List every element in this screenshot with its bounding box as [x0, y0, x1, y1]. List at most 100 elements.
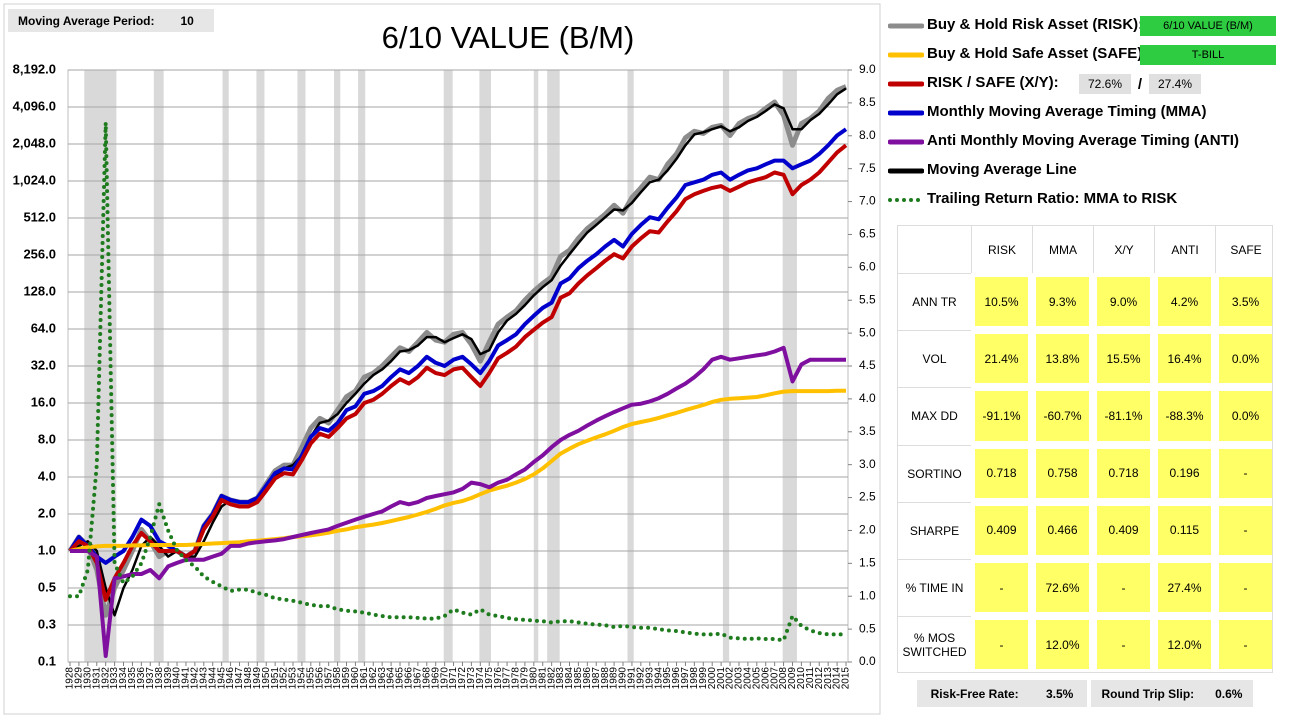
- safe-asset-box[interactable]: T-BILL: [1140, 45, 1276, 65]
- x-tick-label: 1981: [537, 667, 548, 690]
- stat-cell: -: [975, 563, 1028, 613]
- stat-cell: 3.5%: [1219, 277, 1272, 327]
- y2-tick-label: 7.5: [859, 161, 876, 175]
- y-tick-label: 1.0: [38, 542, 56, 557]
- x-tick-label: 1976: [493, 667, 504, 690]
- x-tick-label: 1971: [448, 667, 459, 690]
- x-tick-label: 1960: [350, 667, 361, 690]
- chart: 6/10 VALUE (B/M) 0.1 0.3 0.5 1.0 2.0 4.0 8.0 16…: [3, 3, 881, 715]
- x-tick-label: 1934: [118, 667, 129, 690]
- y2-tick-label: 6.0: [859, 260, 876, 274]
- y-tick-label: 0.1: [38, 653, 56, 668]
- stat-cell: 0.466: [1036, 505, 1089, 555]
- x-tick-label: 1975: [484, 667, 495, 690]
- y-tick-label: 256.0: [23, 246, 56, 261]
- x-tick-label: 1994: [653, 667, 664, 690]
- x-tick-label: 1972: [457, 667, 468, 690]
- row-label: % TIME IN: [898, 559, 971, 616]
- x-tick-label: 1930: [82, 667, 93, 690]
- x-tick-label: 1992: [635, 667, 646, 690]
- legend-swatch: [888, 81, 924, 87]
- x-tick-label: 1984: [564, 667, 575, 690]
- risk-asset-box[interactable]: 6/10 VALUE (B/M): [1140, 16, 1276, 36]
- series-line: [68, 120, 848, 643]
- x-tick-label: 1938: [154, 667, 165, 690]
- x-tick-label: 1936: [136, 667, 147, 690]
- y-tick-label: 8.0: [38, 431, 56, 446]
- legend-swatch: [888, 198, 924, 202]
- x-tick-label: 2008: [778, 667, 789, 690]
- x-tick-label: 1982: [546, 667, 557, 690]
- stat-cell: -: [1219, 448, 1272, 498]
- risk-weight-box[interactable]: 72.6%: [1079, 74, 1131, 94]
- y-tick-label: 4,096.0: [13, 98, 56, 113]
- legend-label: RISK / SAFE (X/Y):: [927, 74, 1059, 91]
- x-tick-label: 1980: [528, 667, 539, 690]
- rf-value: 3.5%: [1045, 686, 1074, 701]
- series-line: [69, 87, 847, 617]
- y2-tick-label: 9.0: [859, 62, 876, 76]
- y2-tick-label: 4.0: [859, 391, 876, 405]
- x-tick-label: 1978: [511, 667, 522, 690]
- stat-cell: 0.758: [1036, 448, 1089, 498]
- y2-tick-label: 1.5: [859, 556, 876, 570]
- rf-label: Risk-Free Rate:: [930, 686, 1019, 701]
- x-tick-label: 1953: [288, 667, 299, 690]
- y2-tick-label: 0.5: [859, 621, 876, 635]
- x-tick-label: 1931: [91, 667, 102, 690]
- stat-cell: -: [1219, 620, 1272, 670]
- x-tick-label: 2011: [805, 667, 816, 689]
- y2-tick-label: 5.5: [859, 292, 876, 306]
- x-tick-label: 1983: [555, 667, 566, 690]
- stat-cell: -60.7%: [1036, 391, 1089, 441]
- x-tick-label: 2013: [823, 667, 834, 690]
- legend-label: Buy & Hold Risk Asset (RISK):: [927, 16, 1144, 33]
- y2-tick-label: 0.0: [859, 654, 876, 668]
- x-tick-label: 1996: [671, 667, 682, 690]
- x-tick-label: 1952: [279, 667, 290, 690]
- x-tick-label: 2007: [769, 667, 780, 690]
- column-header: ANTI: [1154, 226, 1215, 273]
- x-tick-label: 1999: [698, 667, 709, 690]
- x-tick-label: 1961: [359, 667, 370, 690]
- x-tick-label: 1940: [172, 667, 183, 690]
- x-tick-label: 1946: [225, 667, 236, 690]
- x-tick-label: 2010: [796, 667, 807, 690]
- x-tick-label: 1962: [368, 667, 379, 690]
- x-tick-label: 1966: [404, 667, 415, 690]
- row-label: % MOS SWITCHED: [898, 616, 971, 673]
- stat-cell: -: [1097, 620, 1150, 670]
- stat-cell: 0.409: [1097, 505, 1150, 555]
- stat-cell: 0.718: [1097, 448, 1150, 498]
- x-tick-label: 1937: [145, 667, 156, 690]
- legend-label: Buy & Hold Safe Asset (SAFE):: [927, 45, 1148, 62]
- x-tick-label: 1950: [261, 667, 272, 690]
- x-tick-label: 1967: [413, 667, 424, 690]
- series-line: [69, 388, 846, 553]
- ma-value: 10: [180, 13, 194, 28]
- series-line: [68, 143, 848, 602]
- y-tick-label: 0.5: [38, 579, 56, 594]
- series-line: [70, 345, 846, 658]
- x-tick-label: 1933: [109, 667, 120, 690]
- column-header: X/Y: [1093, 226, 1154, 273]
- y-tick-label: 512.0: [23, 209, 56, 224]
- legend-label: Trailing Return Ratio: MMA to RISK: [927, 190, 1178, 207]
- x-tick-label: 2014: [832, 667, 843, 690]
- x-tick-label: 1929: [74, 667, 85, 690]
- y2-tick-label: 2.0: [859, 523, 876, 537]
- safe-weight-box[interactable]: 27.4%: [1149, 74, 1201, 94]
- row-label: MAX DD: [898, 387, 971, 444]
- stat-cell: 27.4%: [1158, 563, 1211, 613]
- x-tick-label: 1969: [430, 667, 441, 690]
- y-tick-label: 2.0: [38, 505, 56, 520]
- x-tick-label: 2000: [707, 667, 718, 690]
- x-tick-label: 2012: [814, 667, 825, 690]
- legend-swatch: [888, 139, 924, 145]
- y-tick-label: 128.0: [23, 283, 56, 298]
- x-tick-label: 1949: [252, 667, 263, 690]
- legend-swatch: [888, 168, 924, 174]
- stat-cell: 21.4%: [975, 334, 1028, 384]
- x-tick-label: 1970: [439, 667, 450, 690]
- x-tick-label: 1968: [421, 667, 432, 690]
